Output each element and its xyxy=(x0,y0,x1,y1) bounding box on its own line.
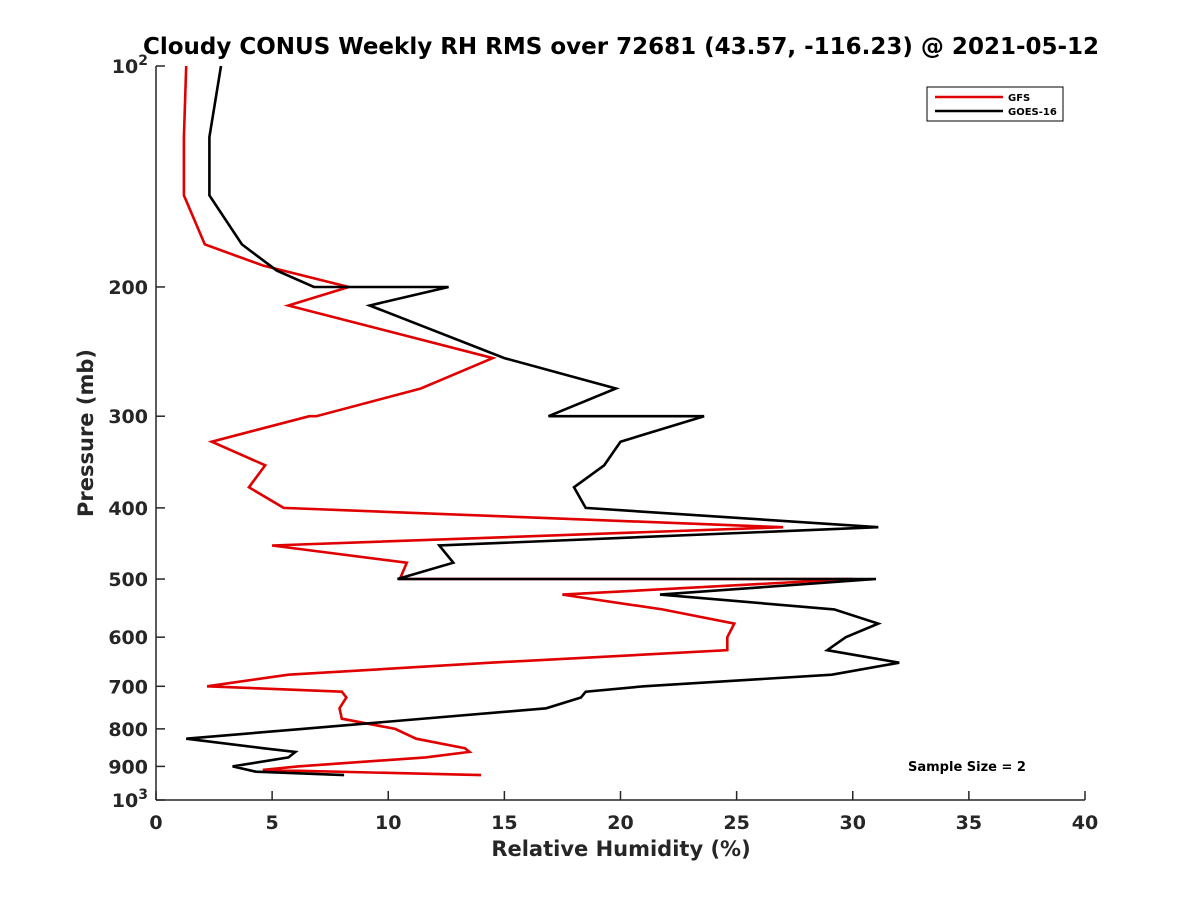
y-tick-label: 200 xyxy=(108,277,148,299)
x-tick-label: 20 xyxy=(607,812,633,834)
legend-label-goes16: GOES-16 xyxy=(1008,107,1057,118)
series-layer xyxy=(182,65,900,777)
x-tick-label: 40 xyxy=(1072,812,1098,834)
y-tick-label: 700 xyxy=(108,676,148,698)
y-tick-label: 102 xyxy=(112,53,148,78)
plot-area xyxy=(155,66,1085,801)
x-tick-label: 5 xyxy=(266,812,279,834)
x-tick-label: 35 xyxy=(956,812,982,834)
y-tick-label: 900 xyxy=(108,756,148,778)
series-line-goes16 xyxy=(186,65,900,777)
x-tick-label: 25 xyxy=(723,812,749,834)
y-tick-label: 800 xyxy=(108,719,148,741)
x-tick-label: 30 xyxy=(840,812,866,834)
y-tick-label: 600 xyxy=(108,627,148,649)
legend-box xyxy=(926,86,1064,122)
y-tick-label: 500 xyxy=(108,569,148,591)
chart-title: Cloudy CONUS Weekly RH RMS over 72681 (4… xyxy=(143,34,1099,60)
y-tick-label: 103 xyxy=(112,787,148,812)
y-axis-label: Pressure (mb) xyxy=(74,349,98,517)
legend: GFS GOES-16 xyxy=(926,86,1064,122)
x-tick-label: 15 xyxy=(491,812,517,834)
series-line-gfs xyxy=(182,65,853,777)
x-axis-ticks: 0 5 10 15 20 25 30 35 40 xyxy=(149,791,1098,834)
legend-label-gfs: GFS xyxy=(1008,93,1030,104)
y-tick-label: 400 xyxy=(108,498,148,520)
x-tick-label: 0 xyxy=(149,812,162,834)
axes-box xyxy=(156,66,1085,800)
sample-size-annotation: Sample Size = 2 xyxy=(908,760,1026,775)
y-tick-label: 300 xyxy=(108,406,148,428)
y-axis-ticks: 102 200 300 400 500 600 700 800 900 103 xyxy=(108,53,165,812)
x-axis-label: Relative Humidity (%) xyxy=(491,837,750,861)
x-tick-label: 10 xyxy=(375,812,401,834)
